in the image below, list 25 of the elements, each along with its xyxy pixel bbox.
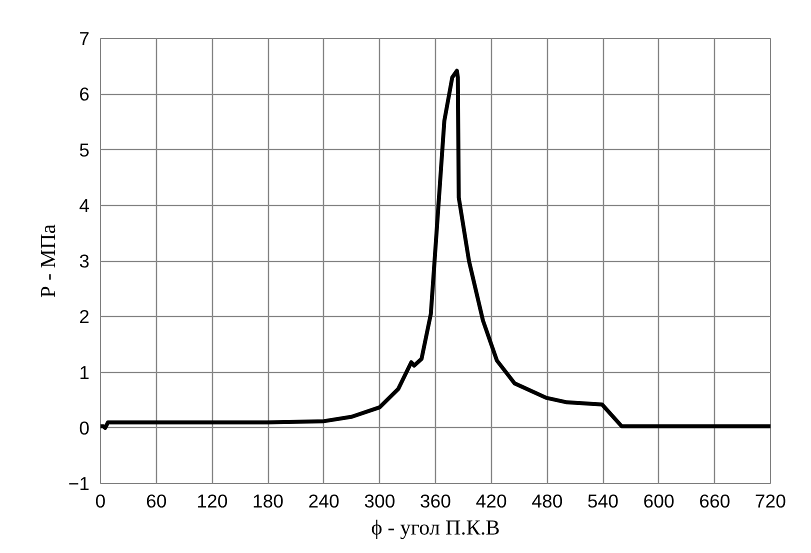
x-tick-label: 540 — [587, 490, 619, 512]
x-tick-label: 420 — [476, 490, 507, 512]
y-tick-label: 4 — [79, 194, 90, 216]
y-tick-label: 0 — [79, 417, 90, 438]
x-tick-label: 480 — [532, 490, 563, 512]
y-axis-title: Р - МПа — [36, 224, 60, 298]
x-axis-title: ϕ - угол П.К.В — [371, 516, 500, 540]
y-tick-label: 5 — [79, 139, 90, 160]
y-tick-label: 6 — [79, 84, 90, 105]
x-tick-label: 360 — [420, 490, 452, 512]
x-tick-label: 720 — [754, 490, 786, 512]
x-tick-label: 300 — [364, 490, 396, 512]
y-tick-label: 2 — [79, 306, 90, 328]
y-tick-label: 3 — [79, 250, 90, 272]
x-tick-label: 240 — [308, 490, 340, 512]
x-tick-label: 600 — [643, 490, 674, 512]
y-tick-label: 7 — [79, 28, 90, 49]
y-tick-label: −1 — [68, 473, 90, 494]
x-tick-label: 0 — [95, 490, 106, 512]
x-tick-label: 180 — [252, 490, 284, 512]
x-tick-label: 660 — [699, 490, 730, 512]
x-tick-label: 60 — [146, 490, 167, 512]
x-tick-label: 120 — [196, 490, 228, 512]
line-series — [100, 68, 770, 430]
y-tick-label: 1 — [79, 362, 90, 383]
